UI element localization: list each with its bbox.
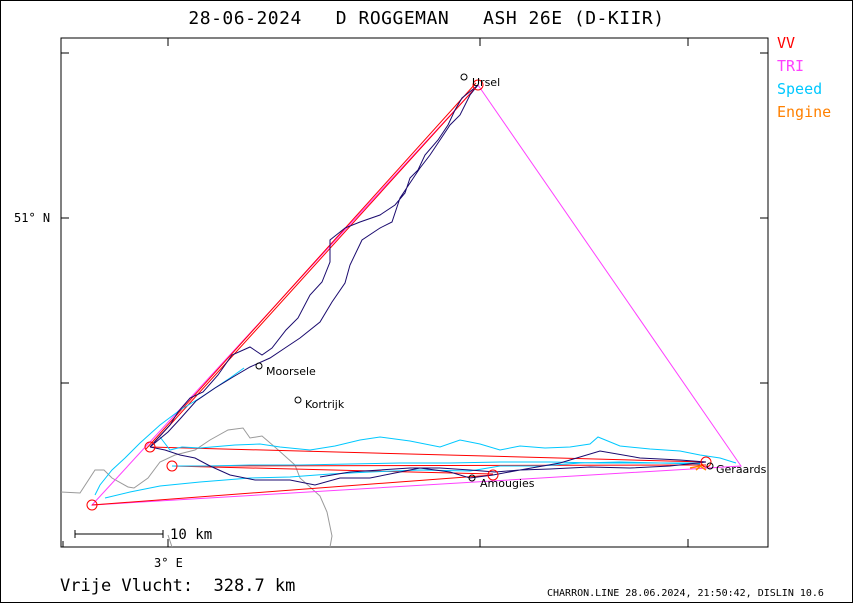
legend-speed: Speed [777, 80, 823, 98]
place-moorsele: Moorsele [266, 365, 316, 378]
turnpoint-geraards [700, 456, 712, 468]
place-geraards: Geraards [716, 463, 767, 476]
town-marker [706, 462, 714, 470]
free-flight-distance: Vrije Vlucht: 328.7 km [60, 576, 296, 596]
map-frame [60, 37, 769, 548]
country-border [60, 427, 333, 548]
flight-track [149, 84, 707, 486]
town-marker [294, 396, 302, 404]
legend-engine: Engine [777, 103, 832, 121]
place-kortrijk: Kortrijk [305, 398, 345, 411]
turnpoint-ursel [472, 79, 484, 91]
turnpoint [144, 441, 156, 453]
lon-axis-label: 3° E [154, 556, 183, 570]
legend-vv: VV [777, 34, 796, 52]
town-marker [255, 362, 263, 370]
vv-lines [91, 82, 707, 506]
town-marker [460, 73, 468, 81]
turnpoint-start [86, 499, 98, 511]
legend-tri: TRI [777, 57, 805, 75]
place-amougies: Amougies [480, 477, 535, 490]
scale-bar-label: 10 km [170, 527, 212, 543]
page-title: 28-06-2024 D ROGGEMAN ASH 26E (D-KIIR) [188, 8, 665, 29]
turnpoint-amougies [487, 469, 499, 481]
town-marker [468, 474, 476, 482]
country-border [167, 534, 173, 548]
lat-axis-label: 51° N [14, 211, 50, 225]
place-ursel: Ursel [472, 76, 500, 89]
speed-track [94, 367, 737, 499]
footer-credit: CHARRON.LINE 28.06.2024, 21:50:42, DISLI… [547, 588, 824, 599]
turnpoint [166, 460, 178, 472]
